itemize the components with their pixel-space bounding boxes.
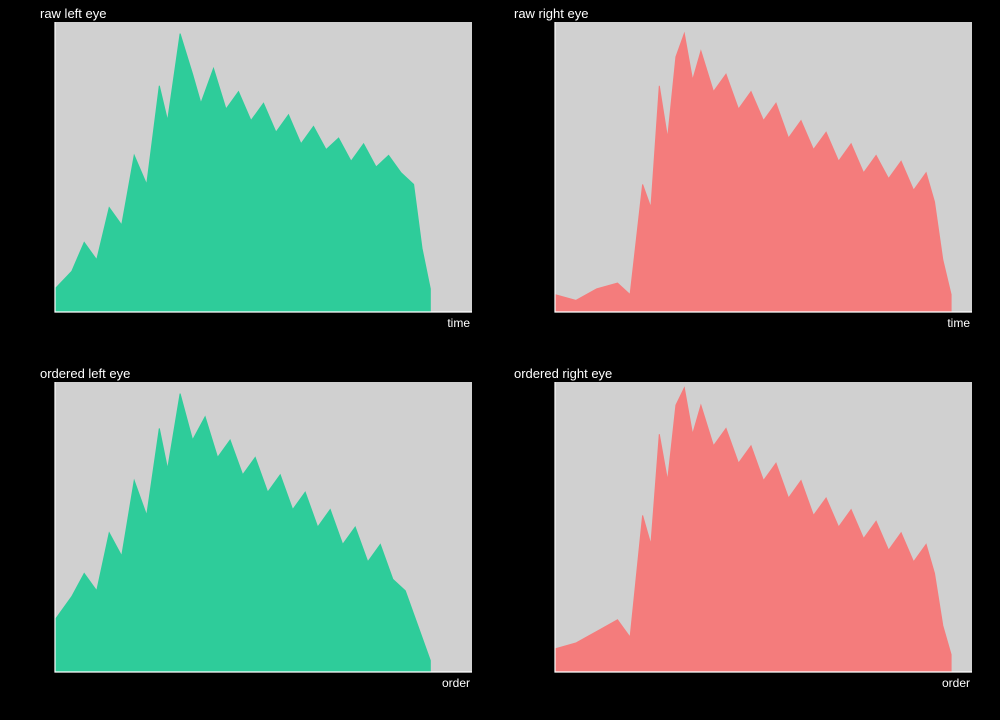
panel-ordered-right-eye: ordered right eye order xyxy=(500,360,1000,720)
panel-plot xyxy=(0,0,500,360)
panel-raw-left-eye: raw left eye time xyxy=(0,0,500,360)
chart-grid: raw left eye time raw right eye time ord… xyxy=(0,0,1000,720)
panel-plot xyxy=(500,360,1000,720)
panel-plot xyxy=(0,360,500,720)
panel-ordered-left-eye: ordered left eye order xyxy=(0,360,500,720)
panel-plot xyxy=(500,0,1000,360)
panel-raw-right-eye: raw right eye time xyxy=(500,0,1000,360)
